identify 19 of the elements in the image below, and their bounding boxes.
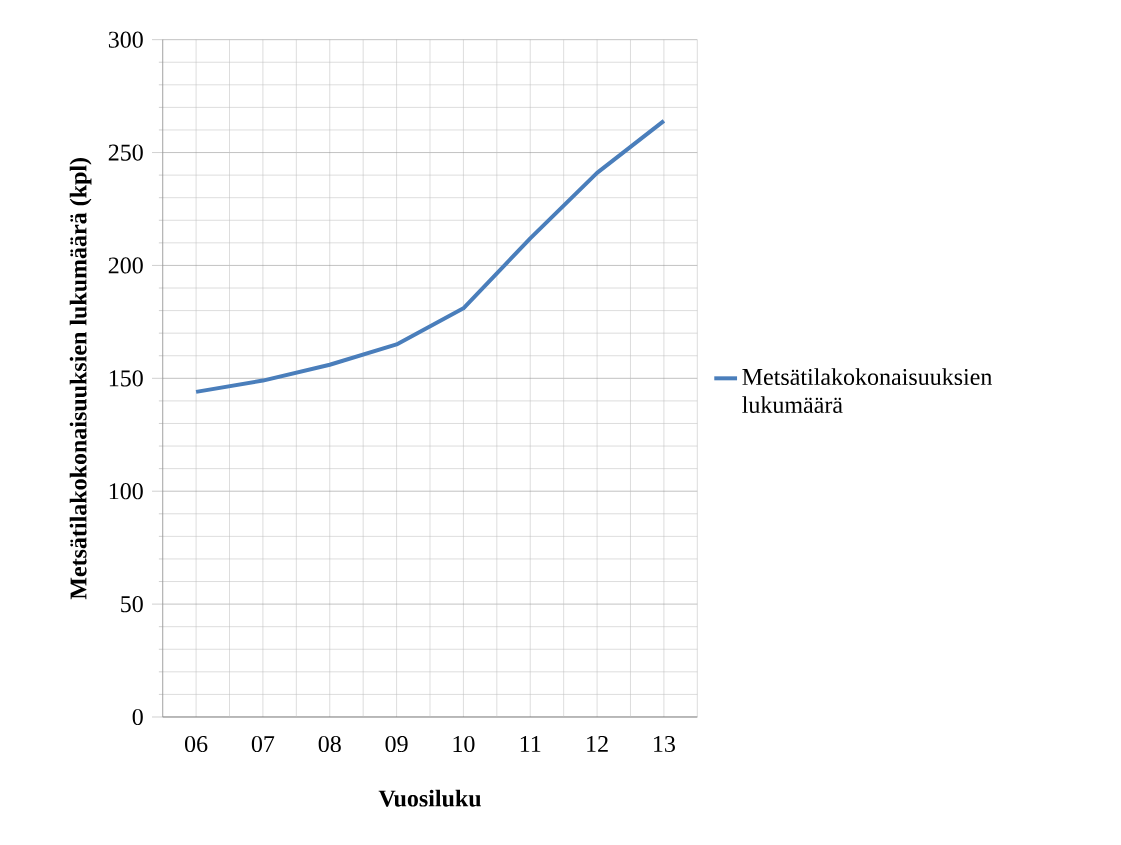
x-tick-label: 06 bbox=[185, 735, 208, 753]
line-series bbox=[194, 118, 666, 394]
y-tick-label: 0 bbox=[132, 708, 143, 726]
x-tick-label: 12 bbox=[587, 735, 608, 752]
y-tick-label: 250 bbox=[108, 144, 143, 161]
legend-label: Metsätilakokonaisuuksien lukumäärä bbox=[742, 368, 993, 414]
y-tick-label: 200 bbox=[108, 257, 143, 274]
y-axis-title: Metsätilakokonaisuuksien lukumäärä (kpl) bbox=[69, 158, 92, 600]
x-tick-label: 08 bbox=[318, 735, 341, 753]
x-tick-label: 13 bbox=[654, 735, 675, 753]
x-tick-label: 09 bbox=[385, 735, 408, 753]
y-tick-label: 50 bbox=[121, 596, 143, 613]
x-axis-title: Vuosiluku bbox=[378, 789, 481, 807]
x-tick-label: 11 bbox=[520, 735, 541, 752]
y-tick-label: 100 bbox=[109, 483, 143, 500]
y-tick-label: 150 bbox=[109, 370, 143, 387]
y-tick-label: 300 bbox=[108, 31, 143, 48]
x-tick-label: 10 bbox=[453, 735, 475, 753]
x-tick-label: 07 bbox=[251, 735, 275, 753]
